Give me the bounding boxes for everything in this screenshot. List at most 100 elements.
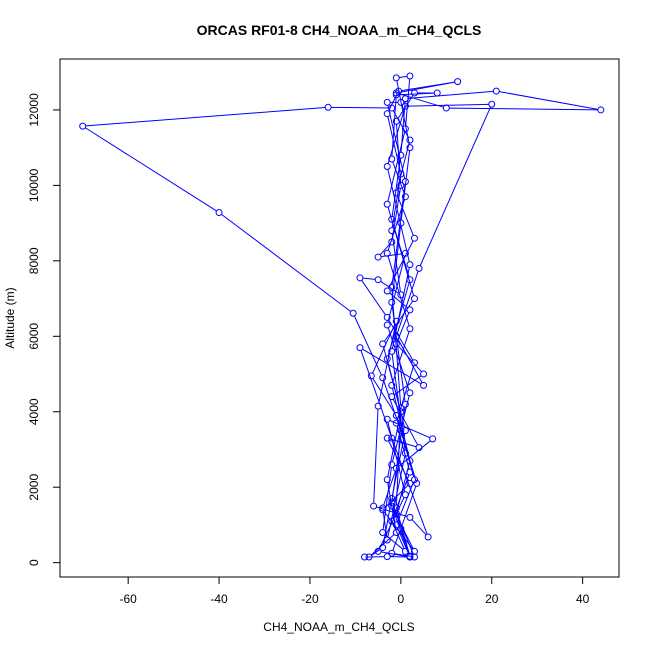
data-point bbox=[410, 476, 418, 484]
data-point bbox=[413, 479, 421, 487]
data-point bbox=[379, 374, 387, 382]
data-point bbox=[392, 419, 400, 427]
series-segment bbox=[391, 290, 402, 406]
data-point bbox=[406, 261, 414, 269]
data-point bbox=[410, 89, 418, 97]
series-segment bbox=[376, 506, 408, 517]
data-point bbox=[392, 521, 400, 529]
data-point bbox=[392, 340, 400, 348]
data-point bbox=[379, 506, 387, 514]
y-tick-label: 8000 bbox=[27, 247, 41, 274]
data-point bbox=[429, 435, 437, 443]
series-segment bbox=[221, 213, 352, 312]
series-segment bbox=[449, 107, 598, 111]
series-segment bbox=[411, 519, 427, 536]
data-point bbox=[406, 479, 414, 487]
data-point bbox=[442, 104, 450, 112]
series-segment bbox=[392, 110, 409, 138]
data-point bbox=[388, 461, 396, 469]
series-segment bbox=[371, 548, 381, 556]
data-point bbox=[374, 402, 382, 410]
data-point bbox=[415, 264, 423, 272]
data-point bbox=[383, 536, 391, 544]
data-point bbox=[420, 370, 428, 378]
series-segment bbox=[397, 95, 414, 119]
data-point bbox=[215, 209, 223, 217]
data-point bbox=[406, 144, 414, 152]
series-segment bbox=[84, 127, 217, 212]
series-segment bbox=[387, 116, 401, 172]
data-point bbox=[401, 193, 409, 201]
series-segment bbox=[331, 106, 389, 109]
data-point bbox=[324, 103, 332, 111]
data-point bbox=[374, 547, 382, 555]
data-point bbox=[392, 528, 400, 536]
data-point bbox=[367, 372, 375, 380]
data-point bbox=[415, 444, 423, 452]
series-segment bbox=[380, 551, 408, 557]
series-segment bbox=[391, 233, 401, 292]
x-axis-label: CH4_NOAA_m_CH4_QCLS bbox=[263, 620, 414, 634]
data-point bbox=[406, 468, 414, 476]
data-point bbox=[492, 87, 500, 95]
series-segment bbox=[387, 256, 406, 323]
series-segment bbox=[391, 188, 401, 240]
data-point bbox=[374, 276, 382, 284]
data-point bbox=[383, 313, 391, 321]
x-tick-label: 20 bbox=[485, 592, 499, 606]
y-axis-label: Altitude (m) bbox=[3, 287, 17, 348]
data-point bbox=[365, 553, 373, 561]
x-tick-label: -40 bbox=[210, 592, 228, 606]
data-point bbox=[383, 249, 391, 257]
data-point bbox=[360, 553, 368, 561]
y-tick-label: 12000 bbox=[27, 93, 41, 127]
y-tick-label: 4000 bbox=[27, 398, 41, 425]
x-tick-label: -20 bbox=[301, 592, 319, 606]
data-point bbox=[388, 104, 396, 112]
data-point bbox=[392, 412, 400, 420]
y-tick-label: 6000 bbox=[27, 323, 41, 350]
series-segment bbox=[397, 345, 422, 373]
data-point bbox=[379, 504, 387, 512]
series-segment bbox=[392, 331, 410, 383]
series-segment bbox=[401, 486, 417, 527]
series-segment bbox=[387, 105, 406, 179]
data-point bbox=[370, 502, 378, 510]
data-point bbox=[356, 274, 364, 282]
data-point bbox=[401, 95, 409, 103]
data-point bbox=[597, 106, 605, 114]
data-point bbox=[388, 238, 396, 246]
series-segment bbox=[396, 195, 414, 236]
data-point bbox=[383, 163, 391, 171]
series-segment bbox=[391, 97, 397, 157]
data-point bbox=[397, 404, 405, 412]
series-segment bbox=[399, 75, 408, 78]
series-segment bbox=[391, 176, 401, 228]
data-point bbox=[401, 547, 409, 555]
series-segment bbox=[373, 409, 379, 504]
series-segment bbox=[362, 277, 376, 280]
series-segment bbox=[391, 184, 406, 285]
data-point bbox=[401, 400, 409, 408]
series-segment bbox=[396, 271, 419, 334]
data-point bbox=[383, 553, 391, 561]
data-point bbox=[388, 347, 396, 355]
series-segment bbox=[389, 420, 431, 439]
data-point bbox=[383, 321, 391, 329]
data-point bbox=[397, 170, 405, 178]
data-point bbox=[401, 491, 409, 499]
data-point bbox=[397, 181, 405, 189]
data-point bbox=[383, 434, 391, 442]
y-tick-label: 0 bbox=[27, 559, 41, 566]
data-point bbox=[388, 298, 396, 306]
data-point bbox=[397, 525, 405, 533]
data-point bbox=[410, 553, 418, 561]
series-segment bbox=[392, 504, 414, 555]
series-segment bbox=[379, 243, 391, 256]
data-point bbox=[388, 227, 396, 235]
series-segment bbox=[85, 107, 326, 127]
data-point bbox=[433, 89, 441, 97]
data-point bbox=[388, 549, 396, 557]
data-point bbox=[383, 110, 391, 118]
